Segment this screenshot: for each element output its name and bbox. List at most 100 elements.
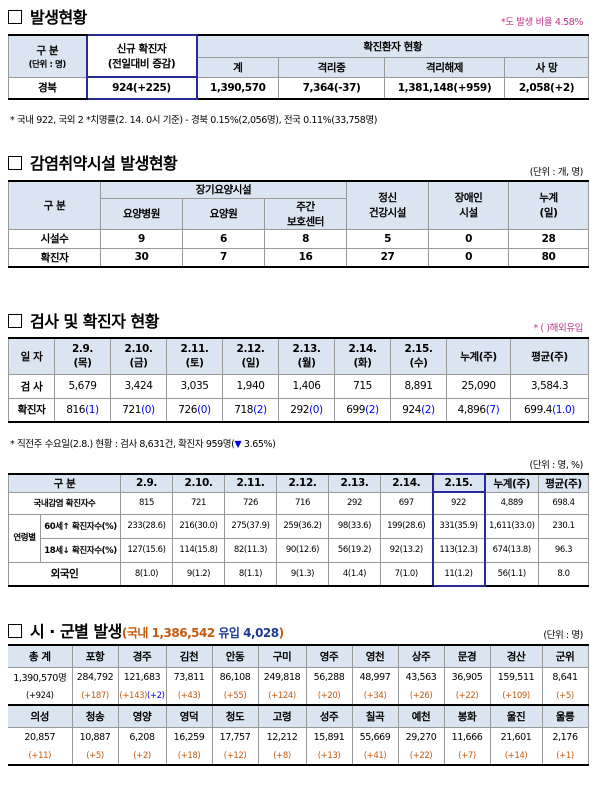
prev-week-footnote: * 직전주 수요일(2.8.) 현황 : 검사 8,631건, 확진자 959명… bbox=[10, 439, 276, 450]
city-name: 성주 bbox=[305, 704, 353, 728]
header-average: 평균(주) bbox=[510, 337, 589, 375]
city-name: 상주 bbox=[397, 644, 445, 668]
table-row: 국내감염 확진자수 815 721 726 716 292 697 922 4,… bbox=[8, 491, 589, 515]
checkbox-icon bbox=[8, 624, 22, 638]
gyeongju-foreign-delta: (+2) bbox=[147, 690, 165, 701]
city-name: 봉화 bbox=[443, 704, 491, 728]
city-delta: (+11) bbox=[8, 747, 73, 766]
city-delta: (+109) bbox=[489, 687, 543, 706]
city-value: 48,997 bbox=[351, 667, 399, 687]
city-name: 총 계 bbox=[8, 644, 73, 668]
city-name: 영천 bbox=[351, 644, 399, 668]
city-name: 울릉 bbox=[541, 704, 589, 728]
region-label: 경북 bbox=[8, 76, 87, 100]
city-name: 청송 bbox=[71, 704, 119, 728]
city-name: 청도 bbox=[211, 704, 259, 728]
age-table: 구 분 2.9. 2.10. 2.11. 2.12. 2.13. 2.14. 2… bbox=[8, 473, 589, 587]
city-delta: (+43) bbox=[165, 687, 213, 706]
city-name: 구미 bbox=[257, 644, 307, 668]
city-value: 55,669 bbox=[351, 727, 399, 747]
city-delta: (+12) bbox=[211, 747, 259, 766]
city-name: 울진 bbox=[489, 704, 543, 728]
header-daycare: 주간 보호센터 bbox=[263, 197, 348, 230]
city-delta: (+41) bbox=[351, 747, 399, 766]
unit-label: (단위 : 명) bbox=[543, 630, 583, 641]
city-value: 284,792 bbox=[71, 667, 119, 687]
city-value: 2,176 bbox=[541, 727, 589, 747]
city-delta: (+1) bbox=[541, 747, 589, 766]
vulnerable-table: 구 분 장기요양시설 정신 건강시설 장애인 시설 누계 (일) 요양병원 요양원 주… bbox=[8, 180, 590, 268]
city-value: 43,563 bbox=[397, 667, 445, 687]
section-title-tests: 검사 및 확진자 현황 bbox=[8, 308, 159, 332]
fatality-footnote: * 국내 922, 국외 2 *치명률(2. 14. 0시 기준) - 경북 0… bbox=[10, 115, 378, 126]
city-value: 1,390,570명 bbox=[8, 667, 73, 687]
city-value: 16,259 bbox=[165, 727, 213, 747]
city-name: 고령 bbox=[257, 704, 307, 728]
tests-table: 일 자 2.9. (목) 2.10. (금) 2.11. (토) 2.12. (일) 2… bbox=[8, 337, 589, 423]
city-delta: (+22) bbox=[397, 747, 445, 766]
death-value: 2,058(+2) bbox=[503, 76, 590, 100]
city-value: 20,857 bbox=[8, 727, 73, 747]
city-name: 문경 bbox=[443, 644, 491, 668]
section-title-outbreak: 발생현황 bbox=[8, 4, 87, 28]
city-value: 86,108 bbox=[211, 667, 259, 687]
header-cumulative: 누계(주) bbox=[446, 337, 511, 375]
city-name: 영주 bbox=[305, 644, 353, 668]
city-name: 안동 bbox=[211, 644, 259, 668]
city-value: 159,511 bbox=[489, 667, 543, 687]
table-row: 연령별 60세↑ 확진자수(%) 233(28.6) 216(30.0) 275… bbox=[8, 513, 589, 563]
header-hospital: 요양병원 bbox=[100, 197, 183, 230]
city-delta: (+8) bbox=[257, 747, 307, 766]
unit-label: (단위 : 명, %) bbox=[529, 460, 583, 471]
table-row: 검 사 5,679 3,424 3,035 1,940 1,406 715 8,… bbox=[8, 373, 589, 399]
header-status: 확진환자 현황 bbox=[195, 34, 590, 58]
province-ratio-note: *도 발생 비율 4.58% bbox=[500, 17, 583, 28]
checkbox-icon bbox=[8, 156, 22, 170]
city-name: 영덕 bbox=[165, 704, 213, 728]
header-longterm: 장기요양시설 bbox=[99, 180, 348, 199]
city-delta: (+5) bbox=[541, 687, 589, 706]
city-value: 29,270 bbox=[397, 727, 445, 747]
header-disabled: 장애인 시설 bbox=[428, 180, 510, 230]
new-cases-value: 924(+225) bbox=[85, 76, 198, 100]
section-title-vulnerable: 감염취약시설 발생현황 bbox=[8, 150, 178, 174]
city-delta: (+5) bbox=[71, 747, 119, 766]
isolating-value: 7,364(-37) bbox=[278, 76, 385, 100]
header-cumulative: 누계 (일) bbox=[508, 180, 590, 230]
city-delta: (+124) bbox=[257, 687, 307, 706]
header-total: 계 bbox=[196, 56, 279, 78]
header-death: 사 망 bbox=[503, 56, 590, 78]
outbreak-table: 구 분 (단위 : 명) 신규 확진자 (전일대비 증감) 확진환자 현황 계 격리… bbox=[8, 34, 590, 100]
released-value: 1,381,148(+959) bbox=[384, 76, 505, 100]
city-delta: (+7) bbox=[443, 747, 491, 766]
city-delta: (+55) bbox=[211, 687, 259, 706]
city-name: 경산 bbox=[489, 644, 543, 668]
city-value: 8,641 bbox=[541, 667, 589, 687]
down-arrow-icon: ▼ bbox=[234, 439, 242, 450]
city-value: 121,683 bbox=[117, 667, 167, 687]
header-category: 구 분 bbox=[8, 180, 101, 230]
city-name: 군위 bbox=[541, 644, 589, 668]
checkbox-icon bbox=[8, 10, 22, 24]
header-date: 일 자 bbox=[8, 337, 55, 375]
section-title-city: 시 · 군별 발생(국내 1,386,542 유입 4,028) bbox=[8, 618, 284, 642]
city-value: 73,811 bbox=[165, 667, 213, 687]
city-value: 21,601 bbox=[489, 727, 543, 747]
table-row: 외국인 8(1.0) 9(1.2) 8(1.1) 9(1.3) 4(1.4) 7… bbox=[8, 561, 589, 587]
city-table: 총 계 포항 경주 김천 안동 구미 영주 영천 상주 문경 경산 군위 1,390,570명 284,… bbox=[8, 644, 589, 766]
city-delta: (+924) bbox=[8, 687, 73, 706]
city-delta: (+143)(+2) bbox=[117, 687, 167, 706]
table-row: 확진자 30 7 16 27 0 80 bbox=[8, 247, 590, 268]
city-name: 예천 bbox=[397, 704, 445, 728]
city-name: 영양 bbox=[117, 704, 167, 728]
header-new-cases: 신규 확진자 (전일대비 증감) bbox=[85, 34, 198, 78]
city-delta: (+13) bbox=[305, 747, 353, 766]
header-nursing: 요양원 bbox=[182, 197, 265, 230]
city-value: 6,208 bbox=[117, 727, 167, 747]
foreign-note: * ( )해외유입 bbox=[533, 323, 583, 334]
header-category: 구 분 (단위 : 명) bbox=[8, 34, 87, 78]
city-delta: (+14) bbox=[489, 747, 543, 766]
unit-label: (단위 : 개, 명) bbox=[529, 167, 584, 178]
city-delta: (+22) bbox=[443, 687, 491, 706]
checkbox-icon bbox=[8, 314, 22, 328]
